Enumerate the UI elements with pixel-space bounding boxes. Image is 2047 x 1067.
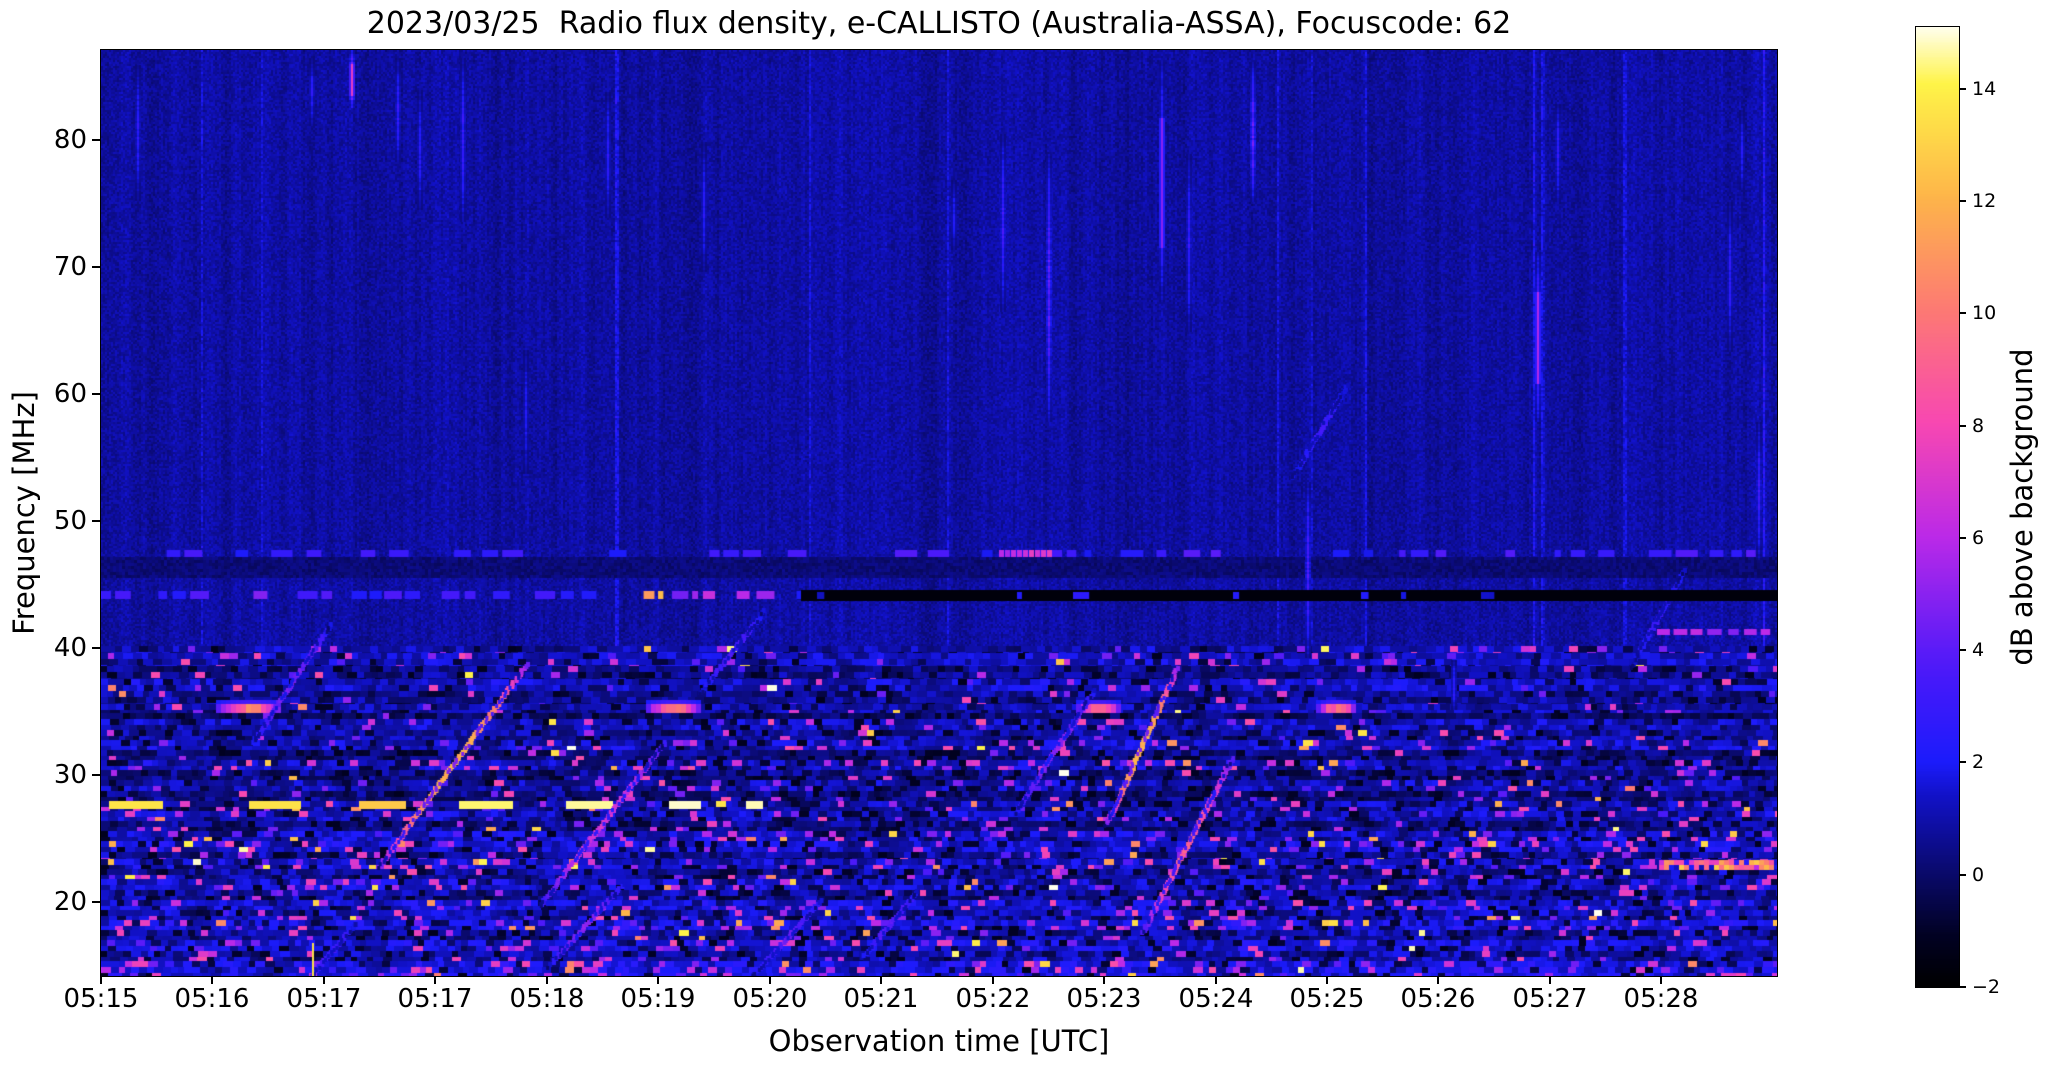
x-tick-mark [546, 976, 548, 984]
colorbar-tick-label: 14 [1972, 78, 1997, 100]
colorbar-tick-label: 6 [1972, 527, 1985, 549]
x-tick-label: 05:16 [174, 984, 250, 1014]
y-tick-mark [92, 520, 100, 522]
y-tick-mark [92, 647, 100, 649]
y-tick-label: 50 [53, 506, 87, 536]
x-tick-mark [1437, 976, 1439, 984]
colorbar-canvas [1916, 27, 1959, 987]
x-tick-mark [1660, 976, 1662, 984]
x-tick-mark [992, 976, 994, 984]
y-tick-label: 80 [53, 125, 87, 155]
x-tick-label: 05:24 [1178, 984, 1254, 1014]
colorbar [1915, 26, 1960, 988]
colorbar-tick-mark [1959, 425, 1966, 427]
x-tick-mark [1549, 976, 1551, 984]
y-tick-label: 60 [53, 379, 87, 409]
x-tick-label: 05:20 [732, 984, 808, 1014]
colorbar-tick-mark [1959, 761, 1966, 763]
colorbar-tick-label: 8 [1972, 415, 1985, 437]
x-tick-mark [880, 976, 882, 984]
y-tick-mark [92, 139, 100, 141]
x-tick-label: 05:17 [286, 984, 362, 1014]
x-tick-label: 05:28 [1623, 984, 1699, 1014]
colorbar-tick-mark [1959, 88, 1966, 90]
colorbar-tick-mark [1959, 200, 1966, 202]
y-tick-mark [92, 901, 100, 903]
colorbar-tick-mark [1959, 986, 1966, 988]
colorbar-tick-mark [1959, 874, 1966, 876]
x-tick-mark [657, 976, 659, 984]
x-tick-label: 05:21 [843, 984, 919, 1014]
colorbar-tick-mark [1959, 312, 1966, 314]
colorbar-tick-mark [1959, 649, 1966, 651]
colorbar-tick-label: 12 [1972, 190, 1997, 212]
colorbar-label: dB above background [2005, 348, 2039, 666]
x-axis-label: Observation time [UTC] [768, 1024, 1110, 1058]
x-tick-label: 05:25 [1289, 984, 1365, 1014]
x-tick-label: 05:27 [1512, 984, 1588, 1014]
figure-title: 2023/03/25 Radio flux density, e-CALLIST… [366, 6, 1512, 41]
x-tick-mark [211, 976, 213, 984]
colorbar-tick-label: 2 [1972, 751, 1985, 773]
colorbar-tick-label: −2 [1972, 976, 2001, 998]
x-tick-mark [769, 976, 771, 984]
y-tick-mark [92, 393, 100, 395]
y-tick-mark [92, 774, 100, 776]
y-tick-label: 30 [53, 760, 87, 790]
x-tick-label: 05:26 [1400, 984, 1476, 1014]
y-axis-label: Frequency [MHz] [7, 391, 41, 635]
x-tick-label: 05:17 [397, 984, 473, 1014]
colorbar-tick-mark [1959, 537, 1966, 539]
x-tick-label: 05:23 [1066, 984, 1142, 1014]
x-tick-mark [100, 976, 102, 984]
y-tick-mark [92, 266, 100, 268]
colorbar-tick-label: 0 [1972, 864, 1985, 886]
x-tick-mark [434, 976, 436, 984]
x-tick-mark [1215, 976, 1217, 984]
x-tick-mark [1326, 976, 1328, 984]
x-tick-mark [1103, 976, 1105, 984]
x-tick-label: 05:22 [955, 984, 1031, 1014]
colorbar-tick-label: 10 [1972, 302, 1997, 324]
x-tick-mark [323, 976, 325, 984]
spectrogram-canvas [101, 50, 1777, 976]
colorbar-tick-label: 4 [1972, 639, 1985, 661]
y-tick-label: 40 [53, 633, 87, 663]
y-tick-label: 20 [53, 887, 87, 917]
x-tick-label: 05:15 [63, 984, 139, 1014]
y-tick-label: 70 [53, 252, 87, 282]
plot-area [100, 49, 1778, 977]
x-tick-label: 05:18 [509, 984, 585, 1014]
x-tick-label: 05:19 [620, 984, 696, 1014]
